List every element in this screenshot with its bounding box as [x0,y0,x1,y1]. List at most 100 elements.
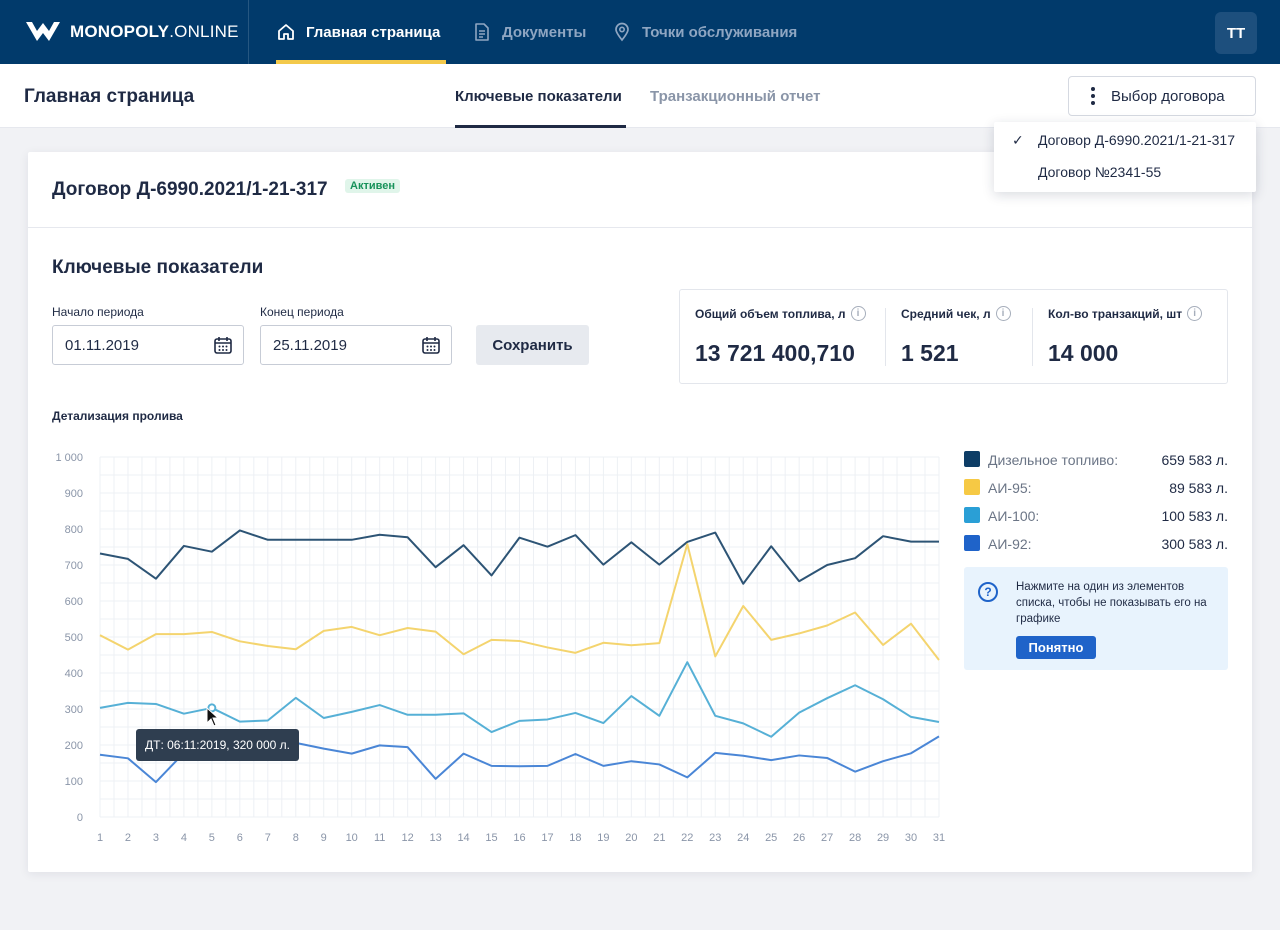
legend-swatch [964,535,980,551]
y-tick-label: 400 [65,668,83,680]
tab-transaction-report[interactable]: Транзакционный отчет [650,88,821,105]
page-title: Главная страница [24,86,195,107]
top-nav-bar: MONOPOLY.ONLINE Главная страница Докумен… [0,0,1280,64]
chart-tooltip: ДТ: 06:11:2019, 320 000 л. [136,729,299,761]
x-tick-label: 31 [933,832,945,844]
y-tick-label: 1 000 [55,452,83,464]
legend-name: АИ-92: [988,536,1032,552]
x-tick-label: 19 [597,832,609,844]
x-tick-label: 1 [97,832,103,844]
calendar-icon[interactable] [421,335,441,355]
calendar-icon[interactable] [213,335,233,355]
nav-item-documents[interactable]: Документы [472,0,586,64]
x-tick-label: 26 [793,832,805,844]
legend-item-ai95[interactable]: АИ-95: 89 583 л. [964,479,1228,499]
nav-item-label: Документы [502,23,587,41]
legend-swatch [964,479,980,495]
page-header: Главная страница Ключевые показатели Тра… [0,64,1280,128]
status-badge: Активен [345,179,400,193]
logo-mark-icon [26,22,60,41]
legend-swatch [964,451,980,467]
x-tick-label: 16 [513,832,525,844]
x-tick-label: 27 [821,832,833,844]
x-tick-label: 13 [429,832,441,844]
nav-item-label: Главная страница [306,23,441,41]
kpi-value: 1 521 [901,340,959,366]
x-tick-label: 7 [265,832,271,844]
hint-text: Нажмите на один из элементов списка, что… [1016,581,1207,625]
mouse-cursor-icon [206,707,220,727]
section-title: Ключевые показатели [52,257,264,278]
y-tick-label: 100 [65,776,83,788]
dropdown-item-contract-2[interactable]: Договор №2341-55 [994,156,1256,188]
kpi-value: 14 000 [1048,340,1119,366]
dropdown-item-label: Договор №2341-55 [1038,164,1162,180]
x-tick-label: 4 [181,832,187,844]
info-icon[interactable]: i [1187,306,1203,321]
x-tick-label: 9 [321,832,327,844]
save-button[interactable]: Сохранить [476,325,589,365]
hint-ok-button[interactable]: Понятно [1016,636,1096,659]
user-avatar[interactable]: ТТ [1215,12,1257,54]
chart-title: Детализация пролива [52,409,183,423]
y-tick-label: 600 [65,596,83,608]
y-tick-label: 0 [77,812,83,824]
series-line-3 [99,661,940,738]
legend-value: 659 583 л. [1161,452,1228,468]
x-tick-label: 10 [346,832,358,844]
period-end-input[interactable]: 25.11.2019 [260,325,452,365]
period-start-label: Начало периода [52,305,144,319]
series-line-2 [99,543,940,661]
x-tick-label: 6 [237,832,243,844]
check-icon: ✓ [1012,131,1024,148]
x-tick-label: 25 [765,832,777,844]
x-tick-label: 5 [209,832,215,844]
kpi-divider [885,308,886,366]
x-tick-label: 15 [485,832,497,844]
x-tick-label: 30 [905,832,917,844]
question-icon: ? [978,582,998,602]
legend-item-diesel[interactable]: Дизельное топливо: 659 583 л. [964,451,1228,471]
contract-card: Договор Д-6990.2021/1-21-317 Активен Клю… [28,152,1252,872]
x-tick-label: 11 [374,832,385,844]
series-line-1 [99,529,939,585]
period-start-input[interactable]: 01.11.2019 [52,325,244,365]
nav-item-label: Точки обслуживания [642,23,798,41]
contract-dropdown: ✓ Договор Д-6990.2021/1-21-317 Договор №… [994,122,1256,192]
y-tick-label: 800 [65,524,83,536]
info-icon[interactable]: i [995,306,1011,321]
card-header: Договор Д-6990.2021/1-21-317 Активен [28,152,1252,228]
hover-point-marker [207,703,217,713]
x-tick-label: 3 [153,832,159,844]
document-icon [475,23,489,41]
select-contract-button[interactable]: Выбор договора [1068,76,1256,116]
nav-divider [248,0,249,64]
legend-item-ai92[interactable]: АИ-92: 300 583 л. [964,535,1228,555]
legend-name: Дизельное топливо: [988,452,1119,468]
dropdown-item-contract-1[interactable]: ✓ Договор Д-6990.2021/1-21-317 [994,124,1256,156]
y-tick-label: 700 [65,560,83,572]
x-tick-label: 21 [653,832,665,844]
info-icon[interactable]: i [850,306,866,321]
nav-active-indicator [276,60,446,64]
kpi-value: 13 721 400,710 [695,340,855,366]
legend-name: АИ-95: [988,480,1032,496]
dropdown-item-label: Договор Д-6990.2021/1-21-317 [1038,132,1236,148]
x-tick-label: 12 [402,832,414,844]
tab-key-indicators[interactable]: Ключевые показатели [455,88,622,105]
x-tick-label: 17 [541,832,553,844]
period-end-label: Конец периода [260,305,344,319]
brand-logo[interactable]: MONOPOLY.ONLINE [24,18,239,46]
nav-item-service-points[interactable]: Точки обслуживания [612,0,797,64]
period-end-value: 25.11.2019 [273,337,347,354]
legend-item-ai100[interactable]: АИ-100: 100 583 л. [964,507,1228,527]
nav-item-home[interactable]: Главная страница [276,0,440,64]
x-tick-label: 22 [681,832,693,844]
x-tick-label: 28 [849,832,861,844]
x-tick-label: 23 [709,832,721,844]
